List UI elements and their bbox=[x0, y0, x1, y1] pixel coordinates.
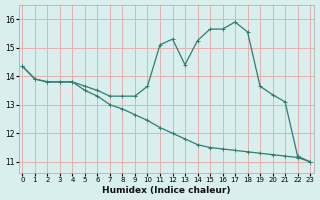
X-axis label: Humidex (Indice chaleur): Humidex (Indice chaleur) bbox=[102, 186, 230, 195]
